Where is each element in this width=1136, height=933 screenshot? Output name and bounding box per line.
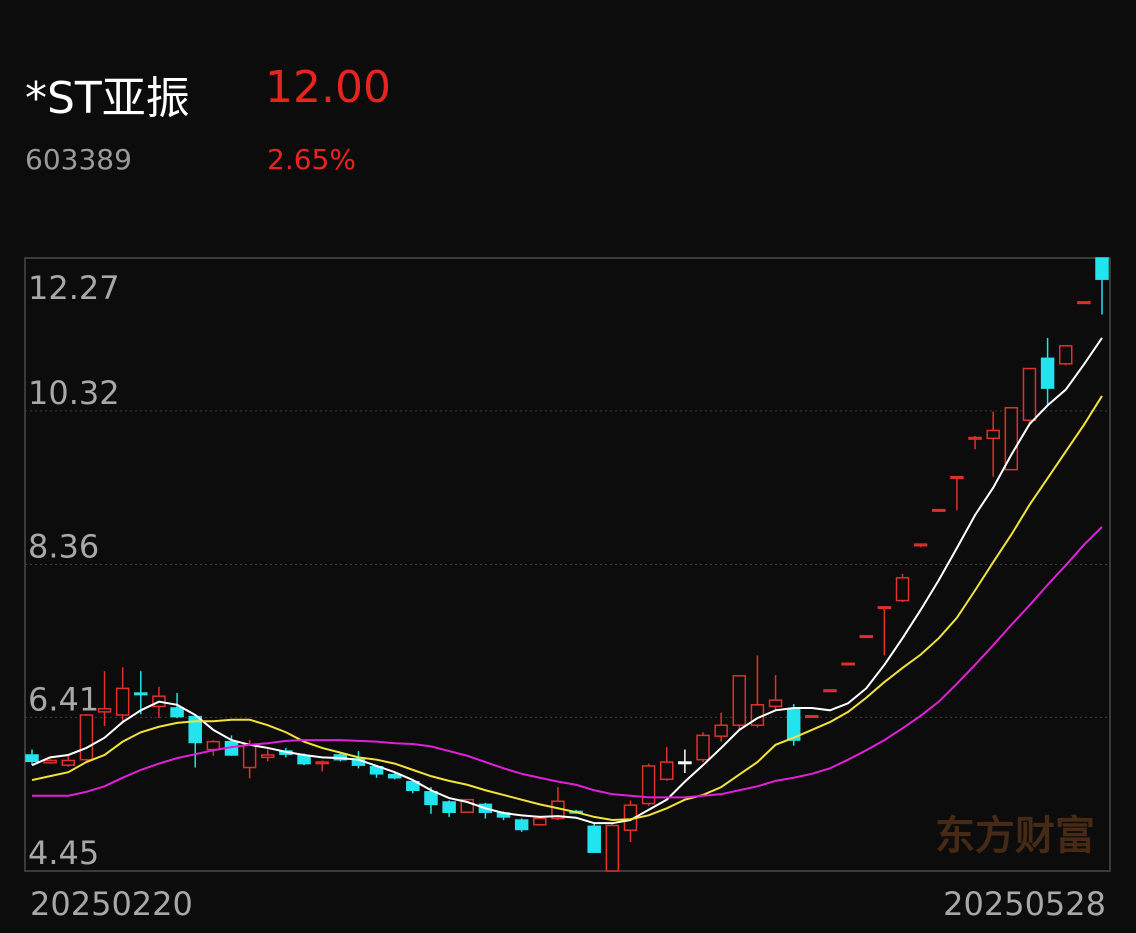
candle-body: [986, 429, 1000, 440]
candle-body: [134, 692, 148, 696]
candle-body: [261, 754, 275, 759]
y-tick-label: 10.32: [28, 374, 120, 412]
candle-body: [43, 759, 57, 764]
candle-body: [659, 761, 674, 781]
candle-body: [1022, 367, 1037, 422]
x-tick-label: 20250528: [943, 885, 1106, 923]
candle-body: [895, 577, 910, 602]
candle-body: [750, 704, 765, 726]
stock-price: 12.00: [265, 62, 391, 113]
candle-body: [406, 780, 420, 792]
x-tick-label: 20250220: [30, 885, 193, 923]
candle-body: [25, 754, 39, 763]
y-tick-label: 8.36: [28, 528, 99, 566]
candle-body: [97, 707, 112, 713]
candle-body: [641, 765, 656, 805]
candle-body: [442, 801, 456, 813]
candle-body: [242, 744, 257, 769]
candle-body: [115, 687, 130, 716]
candle-body: [1004, 406, 1019, 471]
stock-code: 603389: [25, 143, 132, 176]
candle-body: [1095, 257, 1109, 280]
candle-body: [315, 761, 329, 765]
candle-body: [206, 740, 221, 751]
candle-body: [859, 635, 873, 639]
stock-name: *ST亚振: [25, 73, 190, 124]
candle-body: [805, 715, 819, 719]
candle-body: [61, 759, 76, 766]
candle-body: [188, 715, 202, 744]
price-change: 2.65%: [267, 143, 356, 176]
candle-body: [1040, 357, 1055, 389]
candle-body: [297, 755, 311, 765]
y-tick-label: 6.41: [28, 680, 99, 718]
candle-body: [932, 508, 946, 512]
candle-body: [877, 606, 892, 610]
candle-body: [714, 724, 728, 737]
candle-body: [696, 734, 710, 761]
candle-body: [823, 689, 837, 693]
candle-body: [841, 662, 855, 666]
candle-body: [768, 699, 783, 708]
candle-body: [913, 543, 928, 547]
candle-body: [79, 714, 94, 761]
moving-average-line: [31, 395, 1103, 822]
candle-body: [533, 817, 547, 826]
candle-body: [950, 475, 964, 479]
candle-body: [387, 773, 402, 779]
candle-body: [605, 824, 620, 872]
moving-average-line: [32, 526, 1103, 799]
candle-body: [170, 707, 184, 718]
candle-body: [424, 791, 438, 806]
candle-body: [587, 825, 601, 853]
candle-body: [1077, 301, 1091, 305]
y-tick-label: 4.45: [28, 834, 99, 872]
candle-body: [678, 761, 692, 765]
candle-body: [1058, 345, 1073, 365]
candle-body: [732, 675, 747, 726]
y-tick-label: 12.27: [28, 269, 120, 307]
candle-body: [514, 819, 529, 831]
moving-average-line: [31, 337, 1103, 825]
watermark: 东方财富: [935, 813, 1095, 859]
candle-body: [968, 436, 982, 440]
